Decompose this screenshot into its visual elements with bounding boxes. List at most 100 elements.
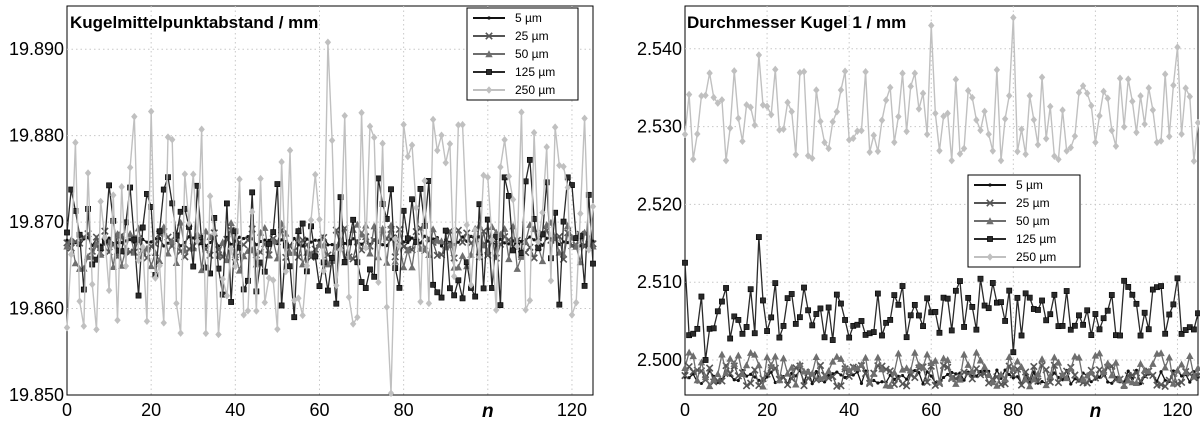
- data-point: [928, 21, 935, 30]
- data-point: [177, 329, 184, 337]
- data-point: [206, 192, 214, 201]
- data-point: [254, 243, 258, 247]
- data-point: [1133, 300, 1140, 307]
- data-point: [1034, 370, 1042, 378]
- data-point: [383, 303, 391, 311]
- data-point: [767, 361, 775, 369]
- data-point: [1038, 73, 1046, 82]
- data-point: [1121, 277, 1128, 284]
- data-point: [1046, 372, 1054, 379]
- data-point: [1054, 358, 1063, 366]
- data-point: [1062, 374, 1071, 382]
- data-point: [919, 89, 927, 98]
- data-point: [780, 323, 787, 329]
- data-point: [1133, 128, 1140, 137]
- data-point: [792, 380, 800, 388]
- grid: [67, 6, 593, 395]
- data-point: [719, 298, 725, 305]
- data-point: [1014, 147, 1021, 156]
- data-point: [543, 143, 550, 151]
- data-point: [874, 147, 882, 156]
- data-point: [866, 148, 873, 156]
- data-point: [261, 268, 268, 275]
- data-point: [890, 368, 899, 376]
- panel-ball-center-distance: 0 20 40 60 80 120 19.850 19.860 19.870 19.880 19.8…: [9, 5, 597, 421]
- data-point: [72, 138, 79, 147]
- data-point: [63, 242, 71, 250]
- data-point: [946, 372, 950, 377]
- data-point: [454, 226, 463, 235]
- data-point: [505, 172, 513, 181]
- data-point: [1026, 294, 1033, 301]
- data-point: [960, 144, 968, 153]
- data-point: [1050, 353, 1059, 361]
- data-point: [410, 236, 414, 240]
- y-tick-label: 19.880: [9, 126, 64, 146]
- data-point: [509, 195, 517, 204]
- data-point: [399, 263, 408, 271]
- data-point: [1157, 380, 1165, 389]
- data-point: [1104, 307, 1111, 314]
- data-point: [1161, 363, 1169, 371]
- data-point: [1194, 118, 1200, 127]
- data-point: [80, 286, 87, 293]
- data-point: [759, 101, 767, 109]
- data-point: [447, 285, 453, 292]
- data-point: [147, 262, 155, 270]
- x-axis-label: n: [482, 401, 494, 421]
- data-point: [400, 207, 407, 214]
- data-point: [710, 375, 718, 383]
- data-point: [320, 267, 327, 275]
- data-point: [779, 354, 788, 362]
- data-point: [274, 181, 281, 187]
- data-point: [556, 301, 563, 308]
- data-point: [739, 137, 746, 146]
- data-point: [126, 230, 134, 237]
- data-point: [1137, 92, 1144, 100]
- data-point: [581, 282, 588, 289]
- data-point: [1145, 367, 1153, 375]
- data-point: [1051, 291, 1058, 298]
- data-point: [714, 308, 721, 315]
- data-point: [742, 381, 751, 390]
- legend-entry: 5 µm: [974, 178, 1043, 192]
- data-point: [1125, 75, 1132, 84]
- data-point: [854, 127, 861, 135]
- data-point: [1040, 380, 1044, 384]
- data-point: [456, 240, 460, 244]
- data-point: [1161, 382, 1169, 391]
- data-point: [173, 232, 180, 239]
- data-point: [961, 324, 967, 330]
- data-point: [1136, 359, 1145, 367]
- data-point: [232, 228, 239, 235]
- data-point: [274, 325, 281, 333]
- data-point: [838, 300, 844, 307]
- y-tick-label: 2.500: [637, 350, 682, 370]
- data-point: [1170, 81, 1177, 90]
- data-point: [1071, 352, 1079, 360]
- data-point: [245, 277, 251, 284]
- data-point: [969, 304, 976, 310]
- data-point: [1120, 123, 1128, 131]
- data-point: [775, 376, 784, 384]
- data-point: [375, 175, 382, 182]
- data-point: [312, 253, 319, 260]
- data-point: [742, 361, 751, 369]
- data-point: [760, 297, 766, 304]
- data-point: [690, 155, 697, 164]
- data-point: [1117, 332, 1123, 339]
- data-point: [421, 177, 428, 185]
- data-point: [316, 283, 323, 290]
- data-point: [156, 261, 163, 270]
- data-point: [535, 238, 542, 246]
- y-tick-label: 2.530: [637, 117, 682, 137]
- data-point: [1084, 307, 1091, 314]
- data-point: [480, 285, 487, 292]
- data-point: [507, 242, 511, 246]
- data-point: [568, 311, 576, 319]
- data-point: [886, 381, 894, 389]
- data-point: [68, 250, 75, 259]
- data-point: [952, 380, 960, 387]
- data-point: [431, 237, 435, 241]
- legend-label: 25 µm: [515, 29, 549, 43]
